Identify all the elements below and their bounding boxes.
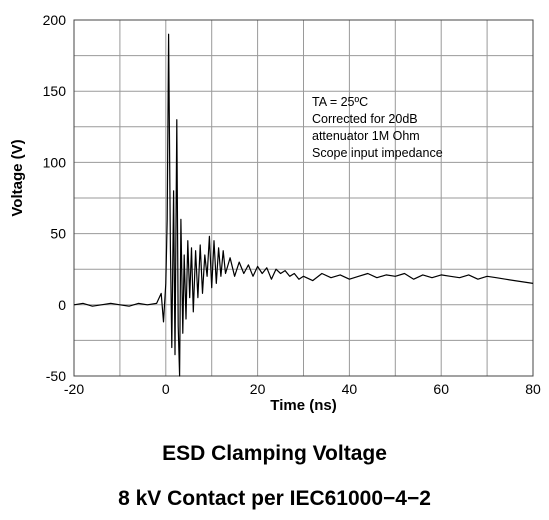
annotation-line-3: attenuator 1M Ohm — [312, 129, 420, 143]
x-tick-label: 0 — [162, 381, 170, 397]
annotation-line-2: Corrected for 20dB — [312, 112, 418, 126]
y-tick-label: 50 — [50, 226, 66, 242]
x-tick-label: 20 — [250, 381, 266, 397]
y-tick-label: -50 — [46, 368, 66, 384]
x-tick-label: -20 — [64, 381, 84, 397]
plot-area-frame — [73, 19, 534, 377]
x-tick-label: 80 — [525, 381, 541, 397]
y-tick-label: 150 — [43, 83, 67, 99]
x-axis-title: Time (ns) — [270, 397, 336, 414]
y-tick-label: 0 — [58, 297, 66, 313]
axis-ticks: -20 0 20 40 60 80 -50 0 50 100 150 200 — [43, 12, 541, 397]
x-tick-label: 40 — [342, 381, 358, 397]
y-tick-label: 200 — [43, 12, 67, 28]
conditions-annotation: TA = 25ºC Corrected for 20dB attenuator … — [312, 95, 443, 160]
figure-caption-subtitle: 8 kV Contact per IEC61000−4−2 — [118, 487, 431, 510]
esd-voltage-chart: -20 0 20 40 60 80 -50 0 50 100 150 200 Time (ns) Vo… — [9, 12, 541, 414]
y-tick-label: 100 — [43, 154, 67, 170]
chart-grid — [73, 19, 534, 377]
voltage-trace-line — [73, 33, 534, 377]
annotation-line-1: TA = 25ºC — [312, 95, 368, 109]
y-axis-title: Voltage (V) — [9, 139, 26, 216]
figure-caption-title: ESD Clamping Voltage — [162, 442, 387, 465]
x-tick-label: 60 — [433, 381, 449, 397]
annotation-line-4: Scope input impedance — [312, 146, 443, 160]
